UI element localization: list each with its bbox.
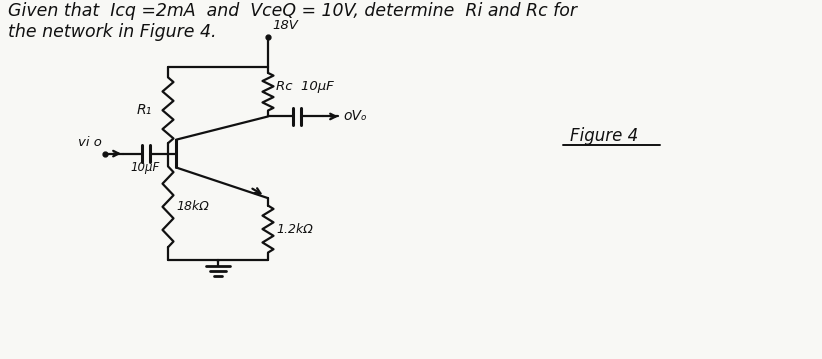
Text: oVₒ: oVₒ [343, 109, 367, 123]
Text: 10μF: 10μF [131, 161, 160, 174]
Text: 18kΩ: 18kΩ [176, 200, 209, 213]
Text: 18V: 18V [272, 19, 298, 32]
Text: Given that  Icq =2mA  and  VceQ = 10V, determine  Ri and Rc for: Given that Icq =2mA and VceQ = 10V, dete… [8, 1, 577, 19]
Text: the network in Figure 4.: the network in Figure 4. [8, 23, 216, 41]
Text: 1.2kΩ: 1.2kΩ [276, 223, 312, 236]
Text: R₁: R₁ [136, 103, 152, 117]
Text: Figure 4: Figure 4 [570, 127, 638, 145]
Text: vi o: vi o [78, 136, 102, 149]
Text: Rc  10μF: Rc 10μF [276, 80, 334, 93]
